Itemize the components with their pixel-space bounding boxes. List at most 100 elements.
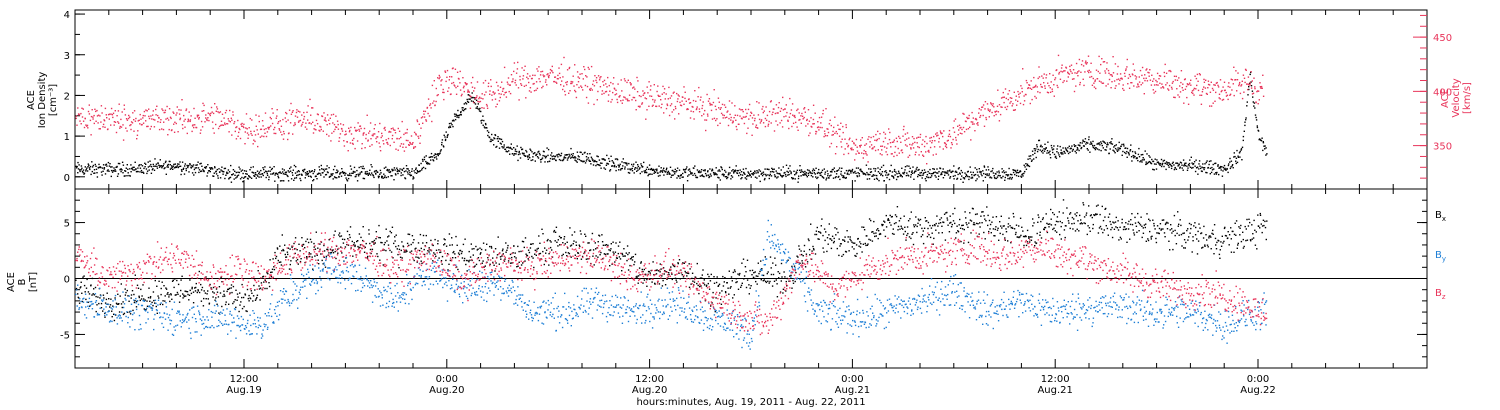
data-point (543, 155, 546, 157)
data-point (179, 118, 181, 121)
data-point (127, 168, 129, 170)
data-point (1067, 152, 1070, 155)
data-point (741, 118, 743, 120)
data-point (420, 117, 423, 119)
data-point (259, 299, 261, 301)
data-point (557, 245, 559, 247)
data-point (336, 177, 338, 179)
data-point (349, 165, 352, 167)
data-point (266, 171, 268, 173)
data-point (957, 173, 959, 176)
data-point (377, 171, 379, 173)
data-point (699, 171, 701, 174)
data-point (1125, 69, 1127, 72)
data-point (97, 167, 100, 169)
data-point (734, 169, 737, 171)
data-point (299, 250, 301, 252)
data-point (331, 132, 333, 134)
data-point (1138, 76, 1140, 78)
data-point (368, 132, 370, 134)
data-point (166, 166, 168, 168)
data-point (574, 254, 576, 256)
data-point (640, 163, 642, 165)
data-point (75, 115, 78, 117)
data-point (296, 174, 298, 177)
data-point (491, 99, 494, 101)
data-point (1134, 155, 1136, 158)
data-point (348, 131, 351, 133)
data-point (350, 168, 353, 170)
data-point (945, 146, 948, 149)
data-point (974, 130, 976, 132)
data-point (1057, 86, 1059, 89)
data-point (1086, 148, 1088, 150)
data-point (284, 173, 286, 175)
data-point (243, 123, 245, 125)
data-point (518, 250, 520, 253)
data-point (120, 170, 122, 173)
data-point (676, 100, 679, 103)
data-point (1260, 85, 1263, 88)
data-point (350, 247, 352, 249)
data-point (445, 80, 447, 83)
data-point (279, 245, 281, 247)
data-point (1029, 157, 1031, 160)
data-point (265, 135, 268, 138)
data-point (937, 178, 939, 180)
data-point (668, 86, 670, 89)
data-point (1153, 163, 1156, 165)
data-point (691, 172, 693, 174)
data-point (102, 126, 104, 128)
data-point (313, 246, 315, 248)
data-point (803, 173, 806, 175)
data-point (1149, 161, 1152, 163)
data-point (1182, 159, 1185, 161)
data-point (472, 96, 474, 99)
data-point (844, 172, 846, 174)
data-point (397, 245, 400, 247)
data-point (111, 310, 113, 312)
data-point (1233, 152, 1235, 154)
data-point (1247, 94, 1249, 96)
data-point (768, 174, 771, 177)
data-point (163, 111, 165, 114)
data-point (659, 171, 661, 173)
data-point (985, 118, 988, 121)
data-point (589, 249, 591, 252)
data-point (1070, 70, 1072, 73)
data-point (524, 155, 527, 157)
data-point (467, 94, 469, 96)
data-point (925, 151, 927, 153)
data-point (550, 241, 552, 243)
data-point (965, 128, 968, 131)
data-point (854, 159, 856, 161)
data-point (468, 250, 470, 253)
data-point (964, 172, 966, 174)
data-point (90, 284, 92, 286)
data-point (326, 248, 328, 251)
data-point (297, 174, 299, 176)
data-point (877, 167, 879, 169)
data-point (689, 170, 691, 172)
data-point (292, 110, 294, 112)
data-point (227, 169, 230, 171)
data-point (984, 101, 987, 103)
data-point (909, 143, 911, 146)
data-point (1246, 101, 1248, 103)
data-point (75, 287, 78, 290)
data-point (995, 173, 997, 175)
data-point (100, 166, 102, 169)
data-point (991, 111, 993, 114)
data-point (533, 266, 535, 269)
data-point (1237, 156, 1240, 158)
data-point (400, 143, 403, 145)
data-point (224, 112, 227, 114)
data-point (203, 110, 205, 112)
data-point (121, 161, 124, 163)
data-point (231, 174, 233, 176)
data-point (383, 249, 385, 251)
data-point (859, 145, 861, 147)
data-point (419, 233, 422, 236)
data-point (675, 107, 677, 110)
data-point (371, 248, 374, 251)
